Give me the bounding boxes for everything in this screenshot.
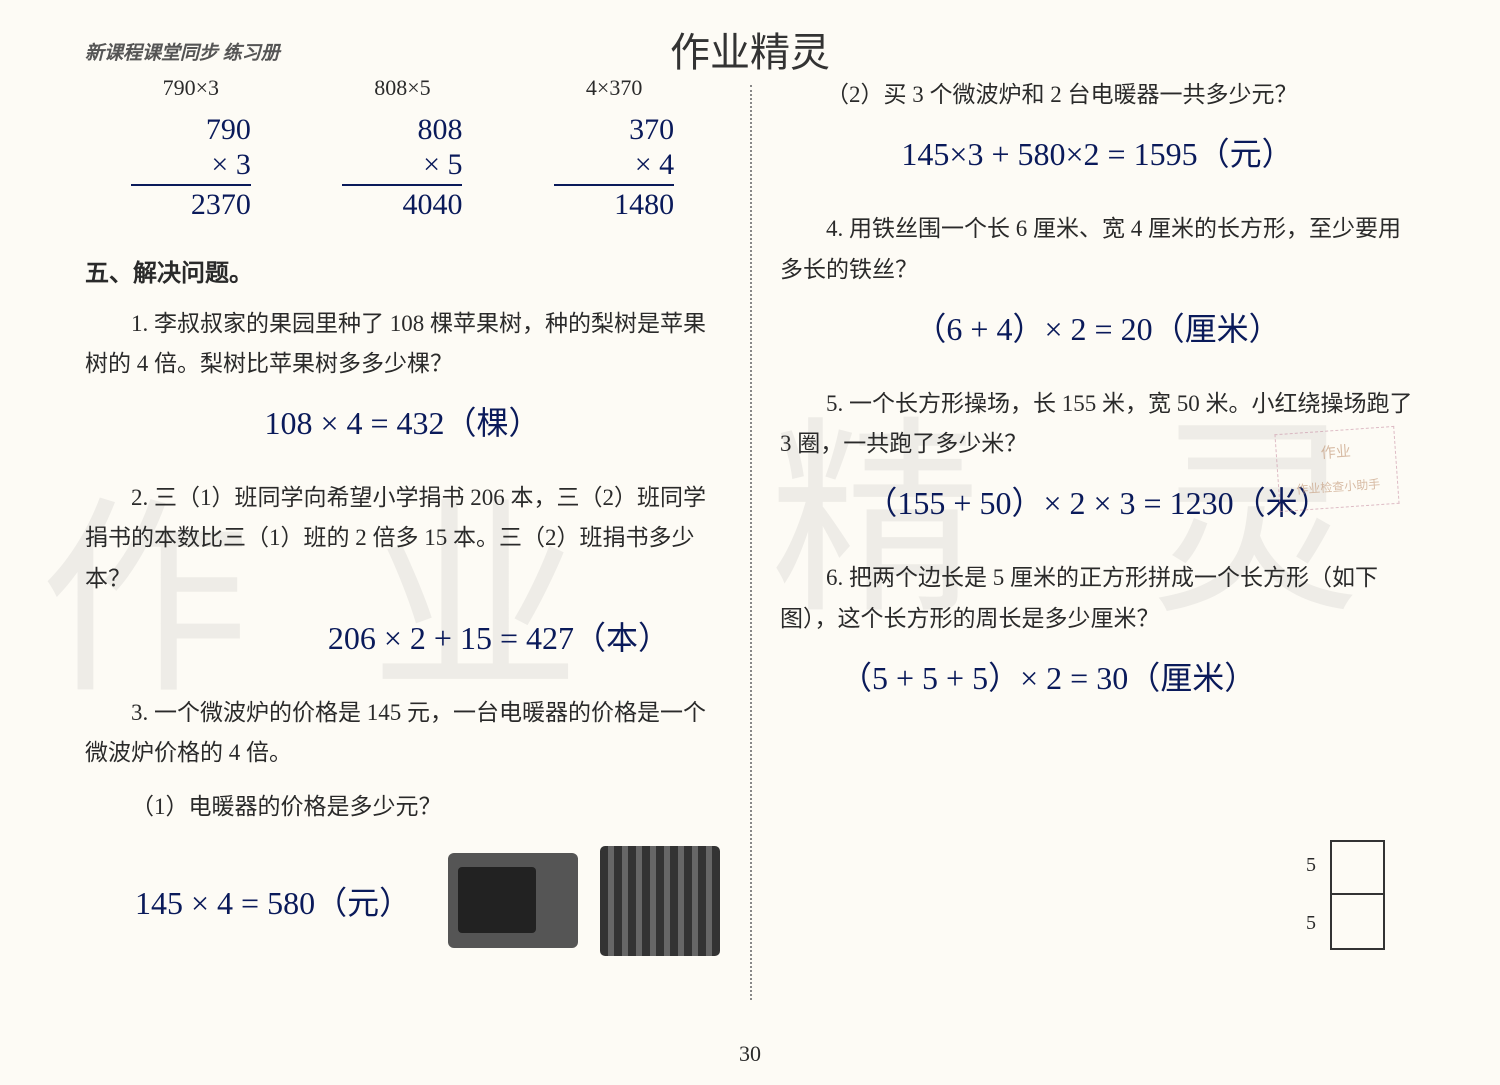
rectangle-diagram: 5 5 — [1330, 840, 1385, 950]
answer-text: 206 × 2 + 15 = 427（本） — [85, 613, 720, 659]
heater-image — [600, 846, 720, 956]
multiplication-labels: 790×3 808×5 4×370 — [85, 75, 720, 101]
answer-text: 145 × 4 = 580（元） — [85, 878, 426, 924]
left-column: 790×3 808×5 4×370 790 × 3 2370 808 × 5 4… — [55, 30, 750, 1055]
calc-line — [342, 184, 462, 186]
calc-top: 790 — [131, 113, 251, 148]
problem-text: 2. 三（1）班同学向希望小学捐书 206 本，三（2）班同学捐书的本数比三（1… — [85, 478, 720, 599]
page-spread: 790×3 808×5 4×370 790 × 3 2370 808 × 5 4… — [55, 30, 1445, 1055]
square-shape — [1330, 895, 1385, 950]
mult-label: 4×370 — [586, 75, 642, 101]
diagram-label: 5 — [1306, 912, 1316, 935]
calc-block: 790 × 3 2370 — [131, 113, 251, 223]
calc-row: 790 × 3 2370 808 × 5 4040 370 × 4 1480 — [85, 113, 720, 223]
microwave-image — [448, 853, 578, 948]
calc-top: 808 — [342, 113, 462, 148]
calc-result: 4040 — [342, 188, 462, 223]
mult-label: 790×3 — [163, 75, 219, 101]
diagram-label: 5 — [1306, 854, 1316, 877]
calc-mid: × 3 — [131, 148, 251, 183]
answer-text: 108 × 4 = 432（棵） — [85, 398, 720, 444]
problem-text: 6. 把两个边长是 5 厘米的正方形拼成一个长方形（如下图），这个长方形的周长是… — [780, 558, 1415, 639]
problem-text: 1. 李叔叔家的果园里种了 108 棵苹果树，种的梨树是苹果树的 4 倍。梨树比… — [85, 304, 720, 385]
mult-label: 808×5 — [374, 75, 430, 101]
answer-text: 145×3 + 580×2 = 1595（元） — [780, 129, 1415, 175]
calc-block: 370 × 4 1480 — [554, 113, 674, 223]
calc-line — [554, 184, 674, 186]
page-number: 30 — [739, 1041, 761, 1067]
calc-mid: × 5 — [342, 148, 462, 183]
bottom-row: 145 × 4 = 580（元） — [85, 846, 720, 956]
calc-top: 370 — [554, 113, 674, 148]
homework-stamp: 作业 作业检查小助手 — [1274, 426, 1399, 512]
answer-text: （6 + 4）× 2 = 20（厘米） — [780, 304, 1415, 350]
subproblem-text: （1）电暖器的价格是多少元？ — [85, 787, 720, 827]
stamp-line: 作业 — [1276, 437, 1395, 466]
square-shape — [1330, 840, 1385, 895]
stamp-line: 作业检查小助手 — [1279, 474, 1398, 499]
problem-text: 4. 用铁丝围一个长 6 厘米、宽 4 厘米的长方形，至少要用多长的铁丝？ — [780, 209, 1415, 290]
calc-block: 808 × 5 4040 — [342, 113, 462, 223]
calc-result: 1480 — [554, 188, 674, 223]
calc-mid: × 4 — [554, 148, 674, 183]
calc-result: 2370 — [131, 188, 251, 223]
answer-text: （5 + 5 + 5）× 2 = 30（厘米） — [780, 653, 1415, 699]
problem-text: 3. 一个微波炉的价格是 145 元，一台电暖器的价格是一个微波炉价格的 4 倍… — [85, 693, 720, 774]
right-column: （2）买 3 个微波炉和 2 台电暖器一共多少元？ 145×3 + 580×2 … — [750, 30, 1445, 1055]
calc-line — [131, 184, 251, 186]
problem-text: （2）买 3 个微波炉和 2 台电暖器一共多少元？ — [780, 75, 1415, 115]
section-title: 五、解决问题。 — [85, 253, 720, 288]
